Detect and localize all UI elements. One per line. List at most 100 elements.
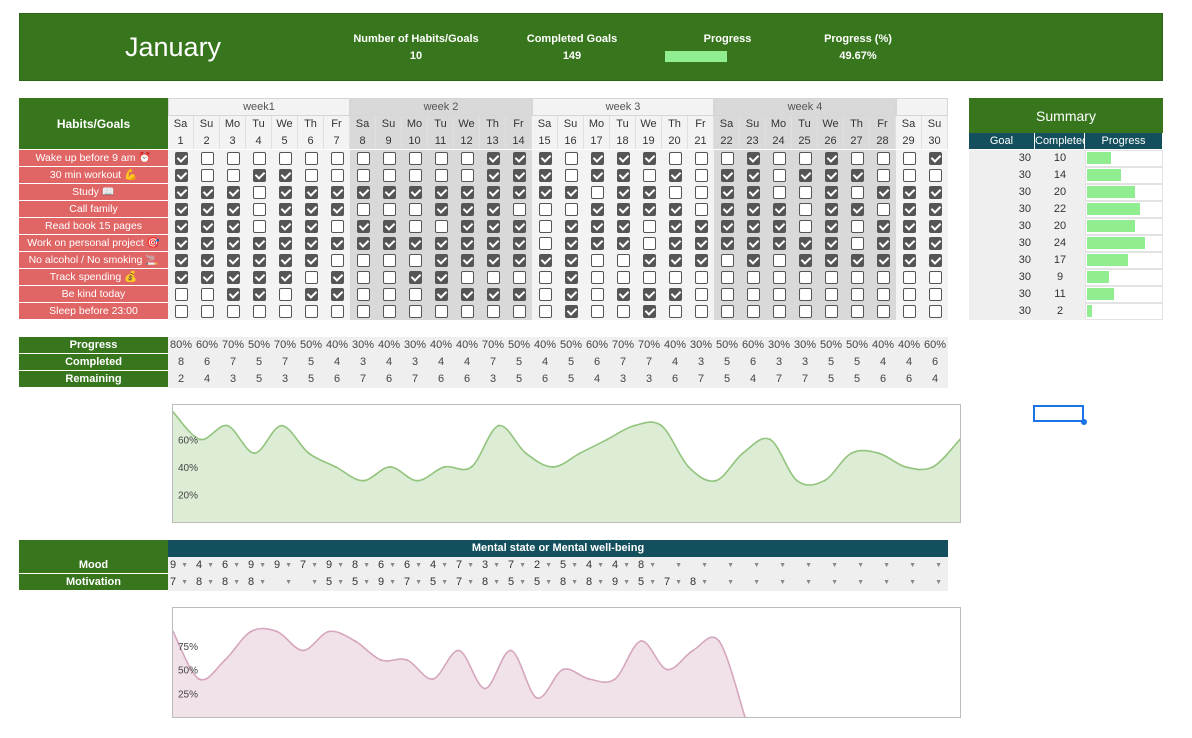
habit-checkbox[interactable] — [461, 305, 474, 318]
habit-checkbox[interactable] — [357, 203, 370, 216]
habit-checkbox[interactable] — [643, 203, 656, 216]
habit-checkbox[interactable] — [565, 305, 578, 318]
habit-checkbox[interactable] — [513, 220, 526, 233]
habit-checkbox[interactable] — [877, 288, 890, 301]
habit-checkbox[interactable] — [201, 220, 214, 233]
habit-checkbox[interactable] — [305, 169, 318, 182]
habit-checkbox[interactable] — [903, 305, 916, 318]
habit-checkbox[interactable] — [591, 288, 604, 301]
habit-checkbox[interactable] — [695, 305, 708, 318]
habit-checkbox[interactable] — [799, 288, 812, 301]
motivation-dropdown[interactable]: 9 ▼ — [376, 574, 402, 591]
habit-checkbox[interactable] — [851, 203, 864, 216]
motivation-dropdown[interactable]: 8 ▼ — [480, 574, 506, 591]
habit-checkbox[interactable] — [253, 254, 266, 267]
habit-checkbox[interactable] — [175, 220, 188, 233]
habit-checkbox[interactable] — [747, 169, 760, 182]
habit-checkbox[interactable] — [851, 237, 864, 250]
mood-dropdown[interactable]: 9 ▼ — [168, 557, 194, 574]
habit-checkbox[interactable] — [513, 305, 526, 318]
mood-dropdown[interactable]: 9 ▼ — [272, 557, 298, 574]
habit-checkbox[interactable] — [383, 169, 396, 182]
motivation-dropdown[interactable]: 5 ▼ — [350, 574, 376, 591]
habit-checkbox[interactable] — [513, 271, 526, 284]
habit-checkbox[interactable] — [591, 220, 604, 233]
habit-checkbox[interactable] — [773, 305, 786, 318]
habit-checkbox[interactable] — [513, 237, 526, 250]
habit-checkbox[interactable] — [357, 271, 370, 284]
habit-checkbox[interactable] — [175, 203, 188, 216]
habit-checkbox[interactable] — [721, 203, 734, 216]
motivation-dropdown[interactable]: ▼ — [922, 574, 948, 591]
habit-checkbox[interactable] — [513, 169, 526, 182]
habit-checkbox[interactable] — [279, 186, 292, 199]
habit-checkbox[interactable] — [903, 220, 916, 233]
habit-checkbox[interactable] — [617, 186, 630, 199]
habit-checkbox[interactable] — [721, 305, 734, 318]
habit-checkbox[interactable] — [409, 288, 422, 301]
habit-checkbox[interactable] — [799, 220, 812, 233]
habit-checkbox[interactable] — [617, 203, 630, 216]
habit-checkbox[interactable] — [825, 305, 838, 318]
habit-checkbox[interactable] — [565, 254, 578, 267]
habit-checkbox[interactable] — [617, 305, 630, 318]
habit-checkbox[interactable] — [409, 203, 422, 216]
mood-dropdown[interactable]: 4 ▼ — [584, 557, 610, 574]
mood-dropdown[interactable]: ▼ — [922, 557, 948, 574]
habit-checkbox[interactable] — [773, 271, 786, 284]
habit-checkbox[interactable] — [851, 305, 864, 318]
habit-checkbox[interactable] — [383, 288, 396, 301]
habit-checkbox[interactable] — [487, 186, 500, 199]
habit-checkbox[interactable] — [409, 254, 422, 267]
habit-checkbox[interactable] — [825, 203, 838, 216]
habit-checkbox[interactable] — [851, 288, 864, 301]
habit-checkbox[interactable] — [175, 254, 188, 267]
habit-checkbox[interactable] — [435, 254, 448, 267]
habit-checkbox[interactable] — [201, 271, 214, 284]
habit-checkbox[interactable] — [669, 220, 682, 233]
habit-checkbox[interactable] — [305, 220, 318, 233]
habit-checkbox[interactable] — [513, 288, 526, 301]
habit-checkbox[interactable] — [669, 152, 682, 165]
mood-dropdown[interactable]: ▼ — [662, 557, 688, 574]
habit-checkbox[interactable] — [357, 237, 370, 250]
motivation-dropdown[interactable]: ▼ — [714, 574, 740, 591]
habit-checkbox[interactable] — [799, 186, 812, 199]
habit-checkbox[interactable] — [201, 186, 214, 199]
habit-checkbox[interactable] — [279, 152, 292, 165]
habit-checkbox[interactable] — [851, 220, 864, 233]
habit-checkbox[interactable] — [305, 237, 318, 250]
habit-checkbox[interactable] — [175, 271, 188, 284]
habit-checkbox[interactable] — [565, 152, 578, 165]
habit-checkbox[interactable] — [383, 254, 396, 267]
habit-checkbox[interactable] — [513, 254, 526, 267]
motivation-dropdown[interactable]: 8 ▼ — [220, 574, 246, 591]
habit-checkbox[interactable] — [487, 237, 500, 250]
habit-checkbox[interactable] — [747, 220, 760, 233]
habit-checkbox[interactable] — [617, 169, 630, 182]
mood-dropdown[interactable]: 2 ▼ — [532, 557, 558, 574]
habit-checkbox[interactable] — [721, 254, 734, 267]
habit-checkbox[interactable] — [253, 169, 266, 182]
habit-checkbox[interactable] — [695, 152, 708, 165]
habit-checkbox[interactable] — [799, 271, 812, 284]
habit-checkbox[interactable] — [825, 152, 838, 165]
habit-checkbox[interactable] — [461, 152, 474, 165]
motivation-dropdown[interactable]: 8 ▼ — [194, 574, 220, 591]
habit-checkbox[interactable] — [851, 169, 864, 182]
habit-checkbox[interactable] — [799, 305, 812, 318]
habit-checkbox[interactable] — [617, 254, 630, 267]
motivation-dropdown[interactable]: ▼ — [844, 574, 870, 591]
habit-checkbox[interactable] — [253, 305, 266, 318]
habit-checkbox[interactable] — [487, 288, 500, 301]
habit-checkbox[interactable] — [305, 186, 318, 199]
habit-checkbox[interactable] — [903, 271, 916, 284]
habit-checkbox[interactable] — [279, 271, 292, 284]
habit-checkbox[interactable] — [409, 169, 422, 182]
habit-checkbox[interactable] — [747, 288, 760, 301]
habit-checkbox[interactable] — [825, 254, 838, 267]
habit-checkbox[interactable] — [357, 220, 370, 233]
habit-checkbox[interactable] — [461, 203, 474, 216]
habit-checkbox[interactable] — [591, 271, 604, 284]
habit-checkbox[interactable] — [305, 305, 318, 318]
